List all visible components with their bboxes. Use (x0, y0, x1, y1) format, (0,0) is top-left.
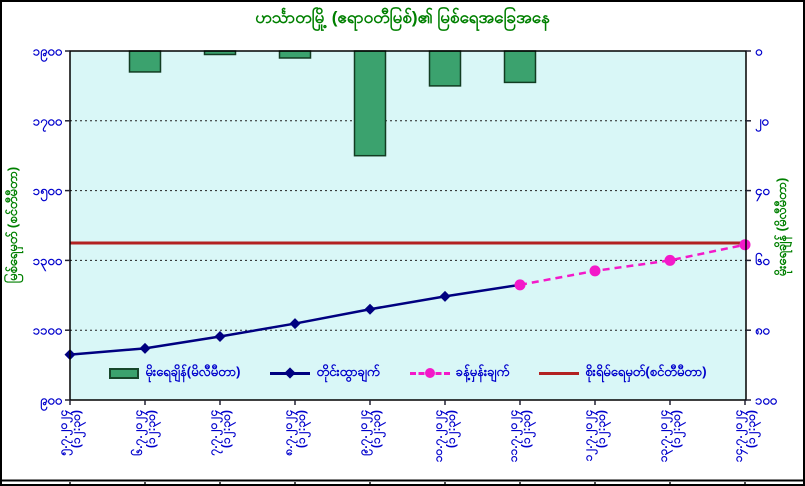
rainfall-bar-swatch (109, 367, 140, 379)
left-axis-label: ၁၃၀၀ (33, 253, 63, 272)
x-axis-date-label: ၁၃.၇.၂၀၂၄ (656, 410, 674, 462)
legend-item-forecast: ခန့်မှန်းချက် (409, 363, 510, 383)
forecast-point (664, 254, 676, 266)
plot-background (70, 51, 746, 400)
legend-item-danger: စိုးရိမ်ရေမှတ်(စင်တီမီတာ) (539, 363, 707, 383)
x-axis-time-label: (၁၂:၃၀) (219, 410, 237, 448)
x-axis-time-label: (၁၂:၃၀) (444, 410, 462, 448)
observed-line-swatch (270, 366, 311, 379)
observed-point (289, 318, 301, 330)
left-axis-label: ၁၅၀၀ (33, 183, 63, 202)
forecast-point (514, 279, 526, 291)
x-axis-date-label: ၈.၇.၂၀၂၄ (281, 410, 299, 457)
legend-item-observed: တိုင်းထွာချက် (270, 363, 380, 383)
forecast-line-swatch (409, 367, 450, 378)
x-axis-date-label: ၅.၇.၂၀၂၄ (56, 410, 74, 456)
right-axis-label: ၀ (755, 44, 763, 59)
rain-bar (353, 50, 387, 157)
right-axis-label: ၆၀ (755, 252, 770, 268)
x-axis-date-label: ၁၁.၇.၂၀၂၄ (506, 410, 524, 462)
circle-marker-icon (424, 367, 435, 378)
legend-label-danger: စိုးရိမ်ရေမှတ်(စင်တီမီတာ) (585, 363, 707, 379)
x-axis-time-label: (၁၂:၃၀) (744, 410, 762, 448)
left-axis-label: ၁၁၀၀ (33, 323, 63, 338)
forecast-point (739, 239, 751, 251)
x-axis-date-label: ၆.၇.၂၀၂၄ (129, 410, 149, 456)
x-axis-time-label: (၁၂:၃၀) (519, 410, 537, 448)
observed-point (439, 290, 451, 302)
rain-bar (278, 50, 312, 59)
right-axis-title: မိုးရေချိန် (မိလီမီတာ) (774, 177, 789, 277)
observed-point (214, 330, 226, 342)
observed-point (139, 342, 151, 354)
right-axis-label: ၈၀ (755, 323, 770, 338)
chart-title: ဟင်္သာတမြို့ (ဧရာဝတီမြစ်)၏ မြစ်ရေအခြေအနေ (255, 8, 550, 27)
rain-bar (128, 50, 162, 73)
chart-legend: မိုးရေချိန်(မိလီမီတာ) တိုင်းထွာချက် ခန့်… (70, 360, 746, 386)
legend-label-forecast: ခန့်မှန်းချက် (455, 363, 510, 379)
left-axis-label: ၁၉၀၀ (33, 44, 63, 63)
x-axis-time-label: (၁၂:၃၀) (69, 410, 87, 448)
legend-item-rainfall: မိုးရေချိန်(မိလီမီတာ) (109, 364, 240, 383)
x-axis-date-label: ၁၀.၇.၂၀၂၄ (431, 410, 449, 462)
x-axis-time-label: (၁၂:၃၀) (144, 410, 162, 448)
rain-bar (428, 50, 462, 87)
danger-line-swatch (539, 371, 580, 375)
x-axis-time-label: (၁၂:၃၀) (669, 410, 687, 448)
forecast-line (519, 243, 746, 287)
x-axis-date-label: ၉.၇.၂၀၂၄ (356, 410, 374, 456)
plot-border (69, 50, 747, 401)
x-axis-date-label: ၁၄.၇.၂၀၂၄ (731, 410, 749, 462)
forecast-point (589, 265, 601, 277)
left-axis-label: ၉၀၀ (40, 393, 63, 412)
observed-point (364, 303, 376, 315)
rain-bar (503, 50, 537, 84)
left-axis-title: မြစ်ရေမှတ် (စင်တီမီတာ) (5, 166, 20, 284)
legend-label-observed: တိုင်းထွာချက် (316, 363, 380, 379)
x-axis-date-label: ၁၂.၇.၂၀၂၄ (581, 410, 599, 461)
diamond-marker-icon (284, 366, 297, 379)
left-axis-label: ၁၇၀၀ (33, 113, 63, 132)
right-axis-label: ၂၀ (755, 113, 769, 132)
x-axis-time-label: (၁၂:၃၀) (294, 410, 312, 448)
x-axis-date-label: ၇.၇.၂၀၂၄ (206, 410, 224, 456)
x-axis-time-label: (၁၂:၃၀) (369, 410, 387, 448)
legend-label-rainfall: မိုးရေချိန်(မိလီမီတာ) (145, 363, 241, 379)
x-axis-time-label: (၁၂:၃၀) (594, 410, 612, 448)
right-axis-label: ၄၀ (755, 183, 770, 202)
right-axis-label: ၁၀၀ (755, 393, 778, 408)
